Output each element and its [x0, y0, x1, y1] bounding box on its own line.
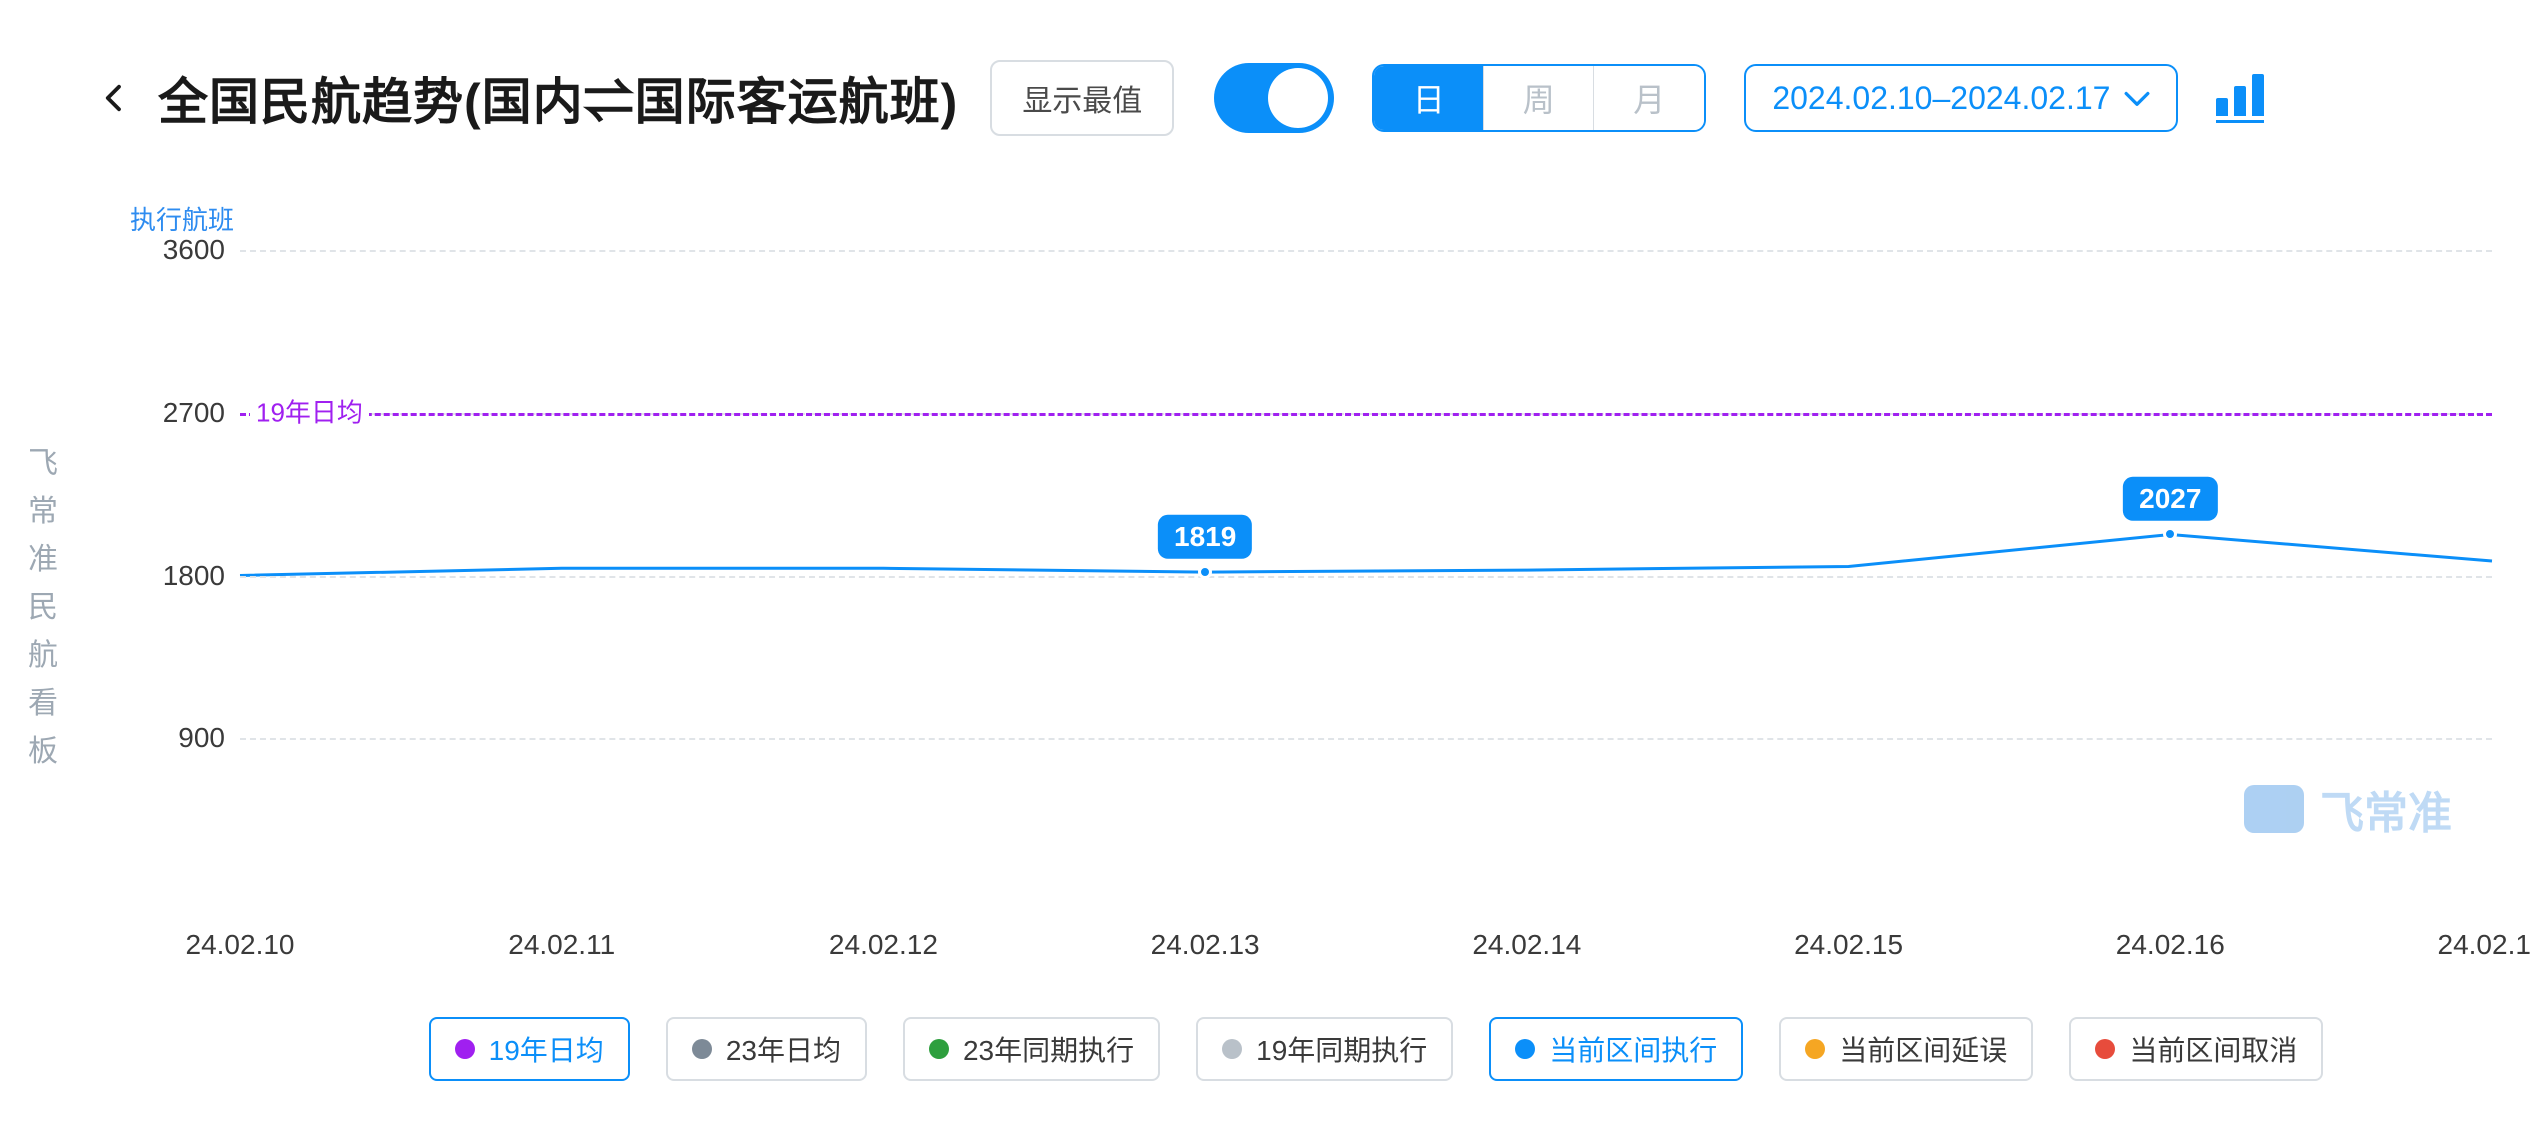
page-title: 全国民航趋势(国内⇌国际客运航班) [158, 62, 958, 134]
data-callout: 2027 [2123, 477, 2217, 521]
x-tick: 24.02.17 [2438, 929, 2532, 961]
legend-dot-icon [929, 1039, 949, 1059]
legend-dot-icon [1515, 1039, 1535, 1059]
x-tick: 24.02.11 [508, 929, 615, 961]
legend-item[interactable]: 当前区间取消 [2069, 1017, 2323, 1081]
segment-周[interactable]: 周 [1484, 66, 1594, 130]
reference-line [240, 413, 2492, 416]
legend-item[interactable]: 当前区间执行 [1489, 1017, 1743, 1081]
brand-vertical: 飞常准民航看板 [28, 440, 58, 776]
date-range-text: 2024.02.10–2024.02.17 [1772, 80, 2110, 117]
legend-item[interactable]: 当前区间延误 [1779, 1017, 2033, 1081]
y-tick: 2700 [130, 397, 225, 429]
legend-item[interactable]: 19年同期执行 [1196, 1017, 1453, 1081]
toggle-knob [1268, 68, 1328, 128]
chevron-down-icon [2124, 80, 2150, 117]
back-button[interactable] [90, 74, 138, 122]
data-marker [1198, 565, 1212, 579]
legend-item[interactable]: 23年日均 [666, 1017, 867, 1081]
y-tick: 900 [130, 722, 225, 754]
legend-label: 23年同期执行 [963, 1029, 1134, 1069]
y-tick: 3600 [130, 234, 225, 266]
date-range-picker[interactable]: 2024.02.10–2024.02.17 [1744, 64, 2178, 132]
gridline [240, 738, 2492, 740]
gridline [240, 576, 2492, 578]
gridline [240, 250, 2492, 252]
period-segment: 日周月 [1372, 64, 1706, 132]
x-tick: 24.02.15 [1794, 929, 1903, 961]
x-tick: 24.02.13 [1151, 929, 1260, 961]
segment-日[interactable]: 日 [1374, 66, 1484, 130]
legend-dot-icon [1222, 1039, 1242, 1059]
watermark-logo-icon [2244, 785, 2304, 833]
legend-label: 当前区间延误 [1839, 1029, 2007, 1069]
show-max-toggle[interactable] [1214, 63, 1334, 133]
chart-area: 执行航班 飞常准 90018002700360019年日均24.02.1024.… [130, 200, 2492, 951]
legend-item[interactable]: 19年日均 [429, 1017, 630, 1081]
show-max-button[interactable]: 显示最值 [990, 60, 1174, 136]
legend-label: 当前区间执行 [1549, 1029, 1717, 1069]
legend-dot-icon [455, 1039, 475, 1059]
x-tick: 24.02.16 [2116, 929, 2225, 961]
x-tick: 24.02.14 [1472, 929, 1581, 961]
x-tick: 24.02.10 [186, 929, 295, 961]
y-axis-title: 执行航班 [130, 200, 234, 237]
legend-dot-icon [2095, 1039, 2115, 1059]
legend-dot-icon [1805, 1039, 1825, 1059]
legend-dot-icon [692, 1039, 712, 1059]
legend-row: 19年日均 23年日均 23年同期执行 19年同期执行 当前区间执行 当前区间延误 当前区间… [260, 1017, 2492, 1081]
legend-label: 23年日均 [726, 1029, 841, 1069]
bar-chart-icon[interactable] [2216, 74, 2264, 123]
data-callout: 1819 [1158, 515, 1252, 559]
x-tick: 24.02.12 [829, 929, 938, 961]
legend-label: 19年同期执行 [1256, 1029, 1427, 1069]
legend-label: 19年日均 [489, 1029, 604, 1069]
chevron-left-icon [99, 81, 129, 115]
chart-plot: 飞常准 90018002700360019年日均24.02.1024.02.11… [240, 250, 2492, 901]
legend-item[interactable]: 23年同期执行 [903, 1017, 1160, 1081]
y-tick: 1800 [130, 560, 225, 592]
watermark: 飞常准 [2244, 777, 2452, 841]
data-marker [2163, 527, 2177, 541]
legend-label: 当前区间取消 [2129, 1029, 2297, 1069]
segment-月[interactable]: 月 [1594, 66, 1704, 130]
reference-label: 19年日均 [250, 392, 369, 429]
watermark-text: 飞常准 [2320, 777, 2452, 841]
header-bar: 全国民航趋势(国内⇌国际客运航班) 显示最值 日周月 2024.02.10–20… [90, 60, 2492, 136]
